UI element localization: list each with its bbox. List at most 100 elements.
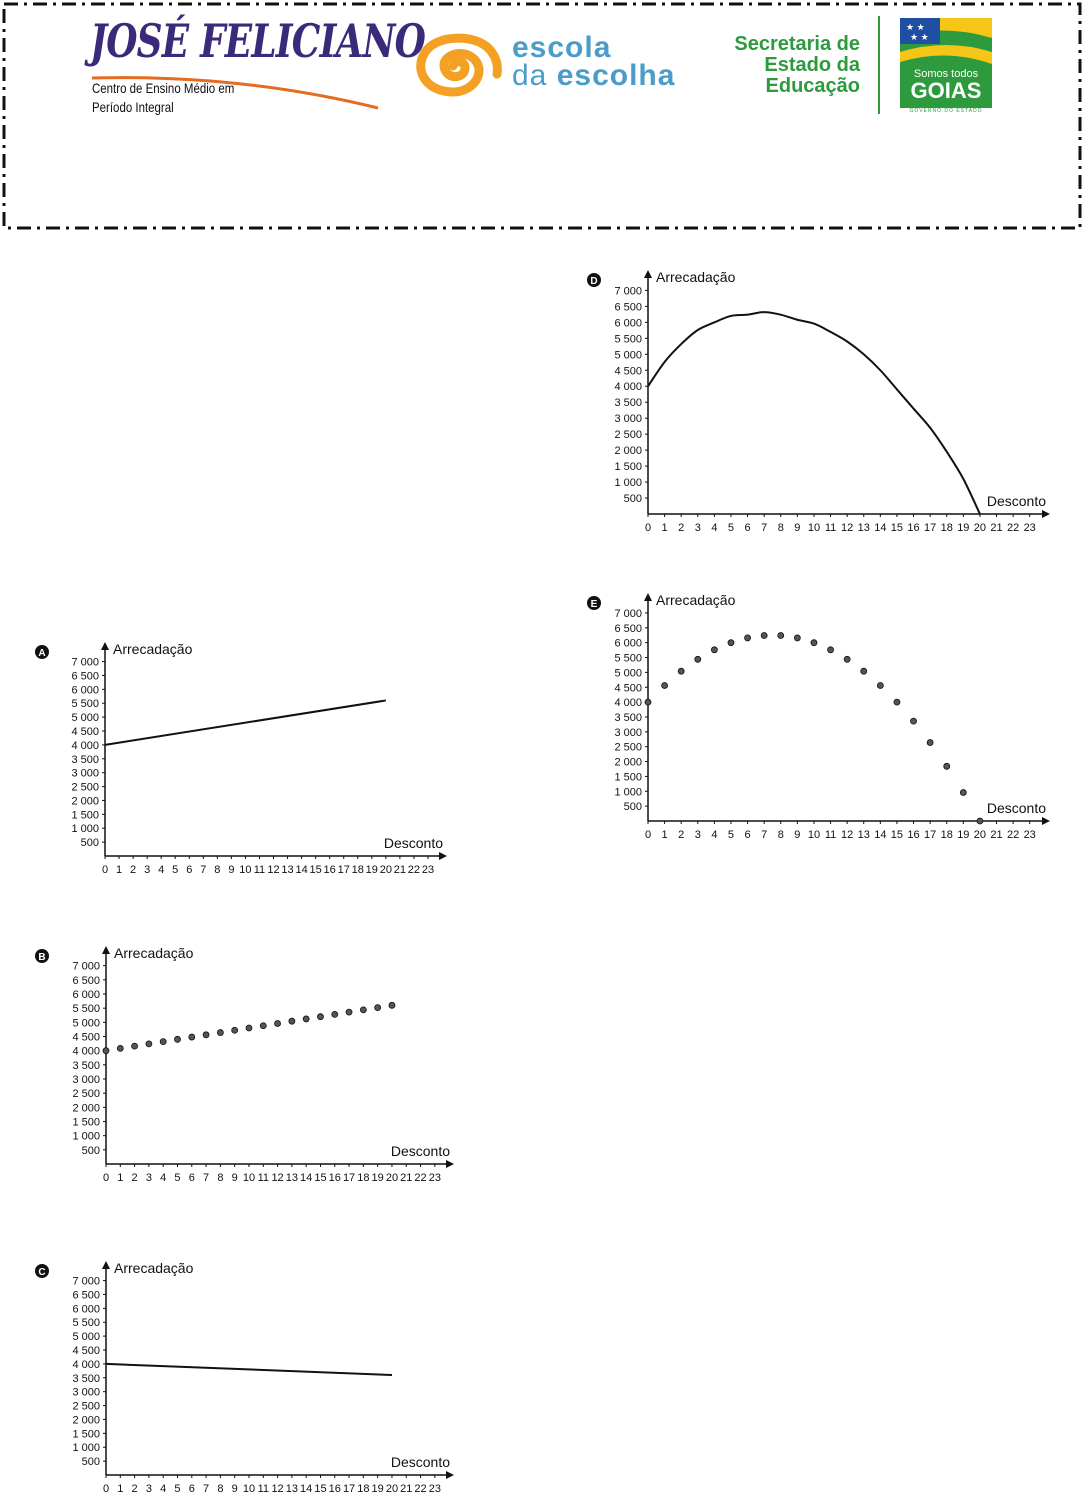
x-axis-title: Desconto	[987, 800, 1046, 816]
x-tick-label: 12	[267, 864, 279, 876]
y-tick-label: 4 500	[71, 726, 99, 738]
x-tick-label: 1	[117, 1172, 123, 1184]
x-tick-label: 2	[678, 829, 684, 841]
x-tick-label: 21	[990, 522, 1002, 534]
y-tick-label: 3 000	[72, 1074, 100, 1086]
y-tick-label: 5 000	[614, 667, 642, 679]
x-tick-label: 11	[254, 864, 265, 876]
y-axis-arrow	[644, 593, 652, 601]
x-tick-label: 14	[300, 1483, 312, 1495]
x-tick-label: 21	[990, 829, 1002, 841]
x-tick-label: 13	[281, 864, 293, 876]
y-tick-label: 2 500	[614, 429, 642, 441]
x-tick-label: 15	[314, 1483, 326, 1495]
x-tick-label: 2	[132, 1483, 138, 1495]
chart-svg-b: B 500 1 000 1 500 2 000 2 500 3 000 3 500 4 000 4…	[35, 945, 454, 1184]
x-tick-label: 7	[761, 522, 767, 534]
x-tick-label: 21	[400, 1483, 412, 1495]
chart-option-e: E 500 1 000 1 500 2 000 2 500 3 000 3 500 4 000 4…	[586, 592, 1050, 852]
y-axis-title: Arrecadação	[656, 592, 736, 608]
y-tick-label: 7 000	[72, 1276, 100, 1288]
x-tick-label: 3	[144, 864, 150, 876]
x-tick-label: 4	[160, 1172, 166, 1184]
goias-text-goias: GOIAS	[910, 78, 982, 103]
x-tick-label: 11	[825, 522, 836, 534]
series-line	[105, 1362, 392, 1376]
header-divider	[878, 16, 880, 114]
y-axis-arrow	[101, 642, 109, 650]
data-point	[661, 682, 668, 689]
y-tick-label: 500	[82, 1456, 100, 1468]
y-tick-label: 3 000	[71, 768, 99, 780]
data-point	[744, 634, 751, 642]
x-tick-label: 15	[314, 1172, 326, 1184]
option-badge: C	[35, 1264, 49, 1278]
x-axis-title: Desconto	[384, 835, 443, 851]
x-tick-label: 20	[380, 864, 392, 876]
x-tick-label: 18	[357, 1483, 369, 1495]
y-tick-label: 2 500	[72, 1088, 100, 1100]
data-point	[793, 634, 801, 642]
x-tick-label: 7	[203, 1172, 209, 1184]
x-tick-label: 8	[217, 1483, 223, 1495]
y-tick-label: 5 500	[614, 653, 642, 665]
chart-svg-d: D 500 1 000 1 500 2 000 2 500 3 000 3 500 4 000 4…	[587, 269, 1050, 534]
chart-option-b: B 500 1 000 1 500 2 000 2 500 3 000 3 500 4 000 4…	[34, 936, 454, 1188]
school-subtitle-2: Período Integral	[92, 99, 174, 115]
data-point	[202, 1031, 210, 1039]
data-point	[910, 717, 917, 725]
x-tick-label: 7	[761, 829, 767, 841]
x-tick-label: 21	[400, 1172, 412, 1184]
data-point	[827, 646, 834, 654]
x-tick-label: 11	[825, 829, 836, 841]
x-tick-label: 7	[200, 864, 206, 876]
goias-text-somos: Somos todos	[913, 68, 979, 80]
y-tick-label: 6 000	[614, 317, 642, 329]
x-tick-label: 5	[174, 1483, 180, 1495]
y-tick-label: 2 500	[72, 1401, 100, 1413]
x-tick-label: 0	[645, 829, 651, 841]
x-tick-label: 16	[329, 1483, 341, 1495]
x-tick-label: 14	[295, 864, 307, 876]
data-point	[959, 789, 967, 796]
program-name-line1: escola	[512, 31, 612, 64]
x-tick-label: 7	[203, 1483, 209, 1495]
x-tick-label: 20	[974, 829, 986, 841]
x-tick-label: 8	[778, 829, 784, 841]
x-tick-label: 22	[408, 864, 420, 876]
data-point	[893, 698, 901, 706]
x-tick-label: 9	[232, 1172, 238, 1184]
x-tick-label: 8	[778, 522, 784, 534]
y-tick-label: 3 500	[71, 754, 99, 766]
chart-svg-e: E 500 1 000 1 500 2 000 2 500 3 000 3 500 4 000 4…	[587, 592, 1050, 841]
option-badge: A	[35, 645, 49, 659]
svg-text:★ ★: ★ ★	[910, 32, 929, 42]
x-tick-label: 0	[102, 864, 108, 876]
x-tick-label: 6	[745, 829, 751, 841]
y-tick-label: 3 000	[614, 727, 642, 739]
x-tick-label: 18	[941, 522, 953, 534]
x-tick-label: 14	[300, 1172, 312, 1184]
x-tick-label: 10	[808, 829, 820, 841]
data-point	[259, 1022, 267, 1030]
chart-option-c: C 500 1 000 1 500 2 000 2 500 3 000 3 500 4 000 4…	[34, 1255, 454, 1495]
x-tick-label: 19	[366, 864, 378, 876]
svg-text:★ ★: ★ ★	[906, 22, 925, 32]
y-tick-label: 5 500	[71, 698, 99, 710]
y-tick-label: 6 500	[71, 670, 99, 682]
x-tick-label: 9	[232, 1483, 238, 1495]
y-tick-label: 4 500	[614, 682, 642, 694]
y-tick-label: 6 500	[72, 1289, 100, 1301]
x-tick-label: 23	[1024, 522, 1036, 534]
x-tick-label: 15	[891, 522, 903, 534]
y-tick-label: 7 000	[72, 961, 100, 973]
x-tick-label: 16	[324, 864, 336, 876]
y-tick-label: 4 000	[71, 740, 99, 752]
y-tick-label: 500	[82, 1145, 100, 1157]
data-point	[131, 1042, 138, 1050]
data-point	[843, 655, 851, 663]
program-name-line2: da escolha	[512, 59, 675, 93]
x-tick-label: 4	[160, 1483, 166, 1495]
x-tick-label: 4	[711, 829, 717, 841]
